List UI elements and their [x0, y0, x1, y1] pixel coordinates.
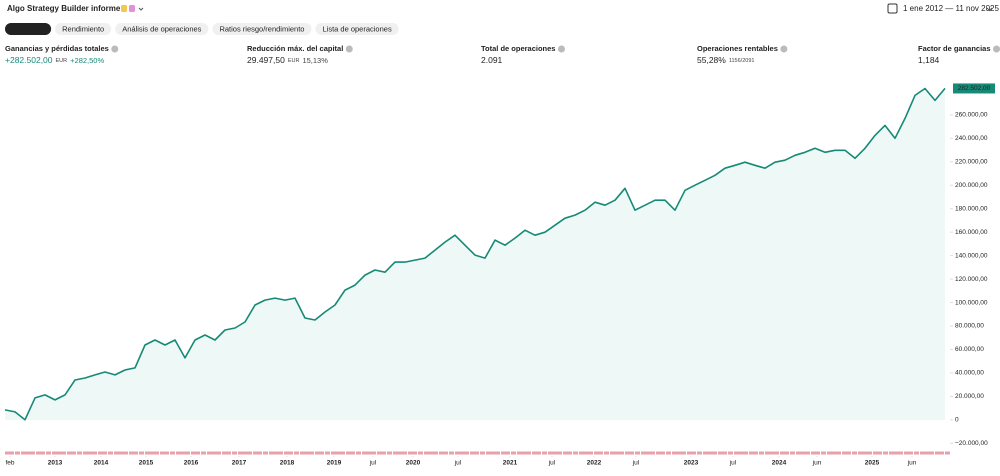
tab-bg[interactable]	[115, 23, 209, 35]
y-tick-label: 100.000,00	[955, 299, 988, 306]
stat-value: 55,28%	[697, 55, 726, 65]
x-tick-label: feb	[5, 460, 14, 467]
stat-label: Operaciones rentables	[697, 44, 778, 53]
y-tick-label: 240.000,00	[955, 135, 988, 142]
x-tick-label: jul	[548, 460, 556, 467]
stat-value: 29.497,50	[247, 55, 285, 65]
tab[interactable]: Lista de operaciones	[315, 23, 399, 35]
end-label: 282.502,00	[958, 85, 991, 92]
tab-bg[interactable]	[55, 23, 112, 35]
icon	[129, 5, 135, 12]
x-tick-label: jul	[454, 460, 462, 467]
y-tick-label: −20.000,00	[955, 440, 988, 447]
equity-area	[5, 88, 945, 420]
info-icon[interactable]	[993, 45, 1000, 53]
y-tick-label: 120.000,00	[955, 276, 988, 283]
stat-value-line: 55,28% 1156/2091	[697, 55, 754, 65]
x-tick-label: 2016	[184, 460, 199, 467]
dropdown-arrow[interactable]	[986, 7, 993, 12]
stat-unit: EUR	[56, 58, 68, 64]
info-icon[interactable]	[557, 45, 565, 53]
tab[interactable]: Rendimiento	[55, 23, 112, 35]
stat-value-line: 2.091	[481, 55, 503, 65]
y-tick-label: 140.000,00	[955, 252, 988, 259]
x-tick-label: jun	[812, 460, 822, 467]
x-tick-label: 2022	[587, 460, 602, 467]
x-tick-label: 2017	[232, 460, 247, 467]
y-tick-label: 200.000,00	[955, 182, 988, 189]
x-tick-label: jul	[369, 460, 377, 467]
equity-line	[4, 87, 946, 421]
info-icon[interactable]	[111, 45, 119, 53]
tab-label[interactable]: Rendimiento	[62, 24, 104, 33]
x-tick-label: 2015	[139, 460, 154, 467]
tab[interactable]: Análisis de operaciones	[115, 23, 209, 35]
tab-label[interactable]: Resumen	[12, 24, 44, 33]
stat-value-line: 29.497,50 EUR 15,13%	[247, 55, 328, 65]
tab-bg[interactable]	[315, 23, 399, 35]
y-tick-label: 180.000,00	[955, 205, 988, 212]
calendar-icon	[887, 3, 898, 14]
tab-label[interactable]: Lista de operaciones	[322, 24, 391, 33]
stat-value: +282.502,00	[5, 55, 53, 65]
tab[interactable]: Resumen	[5, 23, 52, 35]
stat-label: Reducción máx. del capital	[247, 44, 343, 53]
x-tick-label: jul	[729, 460, 737, 467]
y-tick-label: 220.000,00	[955, 158, 988, 165]
x-tick-label: 2018	[280, 460, 295, 467]
x-tick-label: jun	[907, 460, 917, 467]
y-tick-label: 160.000,00	[955, 229, 988, 236]
end-label-bg	[953, 83, 995, 94]
dropdown-arrow[interactable]	[138, 7, 144, 11]
stat-value-line: 1,184	[918, 55, 940, 65]
y-tick-label: 260.000,00	[955, 112, 988, 119]
x-tick-label: jul	[632, 460, 640, 467]
x-tick-label: 2021	[503, 460, 518, 467]
y-tick-label: 80.000,00	[955, 323, 984, 330]
stat-extra: +282,50%	[70, 56, 104, 65]
tab-bg[interactable]	[5, 23, 52, 35]
stat-extra: 1156/2091	[729, 58, 755, 64]
y-tick-label: 40.000,00	[955, 370, 984, 377]
report-title: Algo Strategy Builder informe	[7, 4, 121, 13]
x-tick-label: 2020	[406, 460, 421, 467]
x-tick-label: 2025	[865, 460, 880, 467]
x-tick-label: 2024	[772, 460, 787, 467]
stat-label: Factor de ganancias	[918, 44, 991, 53]
tab-bg[interactable]	[212, 23, 312, 35]
stat-label: Ganancias y pérdidas totales	[5, 44, 109, 53]
info-icon[interactable]	[345, 45, 353, 53]
tab-label[interactable]: Análisis de operaciones	[122, 24, 201, 33]
x-tick-label: 2019	[327, 460, 342, 467]
stat-unit: EUR	[288, 58, 300, 64]
tab[interactable]: Ratios riesgo/rendimiento	[212, 23, 312, 35]
tab-label[interactable]: Ratios riesgo/rendimiento	[219, 24, 304, 33]
x-tick-label: 2023	[684, 460, 699, 467]
stat-extra: 15,13%	[302, 56, 328, 65]
x-tick-label: 2014	[94, 460, 109, 467]
icon	[121, 5, 127, 12]
stat-label: Total de operaciones	[481, 44, 555, 53]
x-tick-label: 2013	[48, 460, 63, 467]
y-tick-label: 0	[955, 417, 959, 424]
y-tick-label: 20.000,00	[955, 393, 984, 400]
stat-value: 2.091	[481, 55, 503, 65]
y-tick-label: 60.000,00	[955, 346, 984, 353]
stat-value: 1,184	[918, 55, 940, 65]
info-icon[interactable]	[780, 45, 788, 53]
stat-value-line: +282.502,00 EUR +282,50%	[5, 55, 104, 65]
date-range[interactable]: 1 ene 2012 — 11 nov 2025	[903, 4, 999, 13]
